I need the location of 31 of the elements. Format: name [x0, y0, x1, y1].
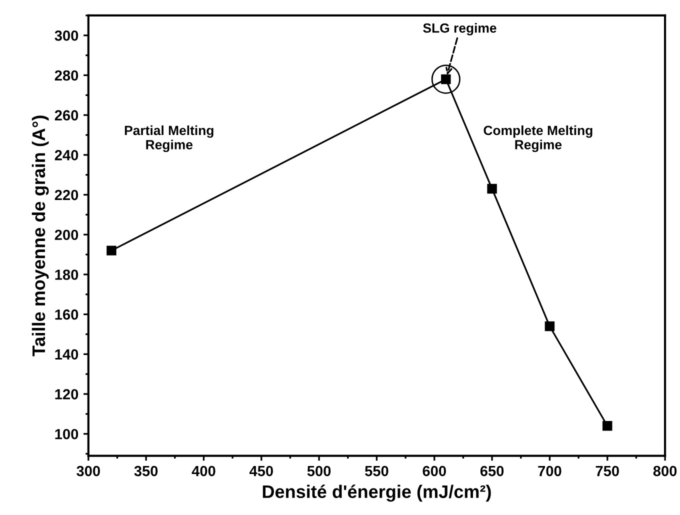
x-tick-label: 750: [596, 466, 619, 476]
point: [544, 321, 555, 332]
y-tick-label: 160: [55, 309, 78, 320]
x-tick-label: 700: [538, 466, 562, 476]
annotation: Complete Melting Regime: [484, 125, 592, 152]
y-tick-label: 100: [55, 428, 78, 440]
x-tick-label: 500: [307, 466, 331, 476]
x-tick-label: 400: [192, 466, 216, 476]
y-axis-title: Taille moyenne de grain (A°): [32, 116, 49, 356]
y-tick-label: 180: [55, 270, 78, 280]
annotation: Partial Melting Regime: [124, 125, 214, 152]
x-tick-label: 650: [480, 466, 504, 476]
x-tick-label: 550: [365, 466, 388, 476]
y-tick-label: 240: [54, 150, 78, 160]
y-tick-label: 260: [54, 110, 78, 120]
point: [602, 421, 612, 431]
x-tick-label: 450: [249, 466, 273, 476]
point: [106, 246, 116, 256]
y-tick-label: 200: [54, 230, 78, 240]
x-tick-label: 600: [422, 466, 446, 476]
annotation: SLG regime: [423, 23, 496, 36]
y-tick-label: 280: [54, 70, 78, 81]
y-tick-label: 220: [54, 190, 78, 200]
point: [487, 184, 497, 194]
x-axis-title: Densité d'énergie (mJ/cm²): [262, 484, 491, 502]
x-tick-label: 800: [653, 466, 677, 476]
y-tick-label: 120: [55, 389, 78, 400]
y-tick-label: 300: [54, 30, 78, 41]
y-tick-label: 140: [55, 349, 78, 360]
x-tick-label: 350: [134, 466, 158, 476]
x-tick-label: 300: [76, 466, 100, 476]
